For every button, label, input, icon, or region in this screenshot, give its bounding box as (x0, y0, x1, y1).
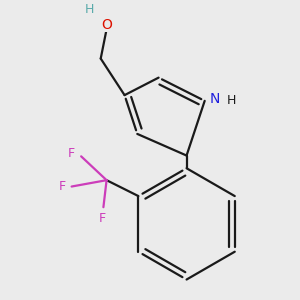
Text: O: O (102, 18, 112, 32)
Text: H: H (227, 94, 236, 107)
Text: F: F (98, 212, 105, 225)
Text: F: F (58, 180, 66, 193)
Text: N: N (210, 92, 220, 106)
Text: H: H (85, 3, 94, 16)
Text: F: F (68, 147, 75, 160)
